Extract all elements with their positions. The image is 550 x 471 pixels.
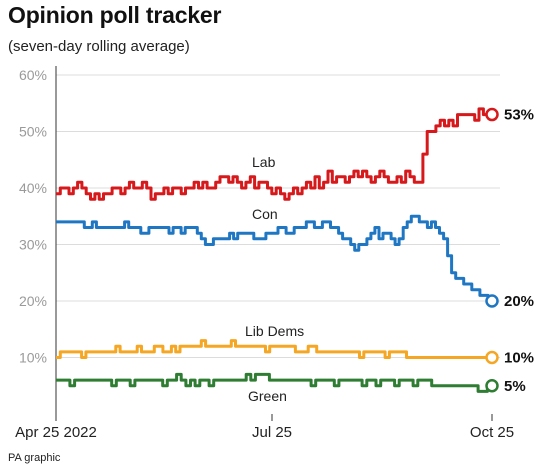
x-axis-ticks: Apr 25 2022 Jul 25 Oct 25 — [15, 414, 514, 441]
series-line-con — [56, 214, 492, 303]
y-tick-label: 40% — [19, 180, 47, 196]
x-tick-label: Apr 25 2022 — [15, 424, 97, 441]
end-marker-lab — [485, 107, 499, 122]
end-label-lab: 53% — [504, 107, 534, 124]
y-tick-label: 20% — [19, 293, 47, 309]
y-tick-label: 10% — [19, 350, 47, 366]
x-tick-label: Jul 25 — [252, 424, 292, 441]
series-line-green — [56, 372, 492, 393]
end-label-lib-dems: 10% — [504, 350, 534, 367]
series-label-lab: Lab — [252, 154, 276, 170]
end-marker-green — [485, 379, 499, 393]
y-tick-label: 30% — [19, 237, 47, 253]
series-label-green: Green — [248, 388, 287, 404]
x-tick-label: Oct 25 — [470, 424, 514, 441]
end-label-green: 5% — [504, 378, 526, 395]
chart-title: Opinion poll tracker — [8, 2, 222, 28]
y-axis-ticks: 60% 50% 40% 30% 20% 10% — [19, 67, 47, 366]
series-label-lib-dems: Lib Dems — [245, 323, 304, 339]
credit-text: PA graphic — [8, 452, 61, 464]
y-tick-label: 60% — [19, 67, 47, 83]
end-label-con: 20% — [504, 293, 534, 310]
chart-subtitle: (seven-day rolling average) — [8, 38, 190, 55]
series-lines: 53% Lab 20% Con 10% Lib Dems 5% Green — [56, 107, 534, 404]
end-marker-con — [485, 294, 499, 308]
gridlines — [56, 74, 500, 358]
end-marker-lib-dems — [485, 350, 499, 365]
series-line-lab — [56, 107, 492, 201]
series-line-lib-dems — [56, 339, 492, 359]
y-tick-label: 50% — [19, 124, 47, 140]
series-label-con: Con — [252, 206, 278, 222]
